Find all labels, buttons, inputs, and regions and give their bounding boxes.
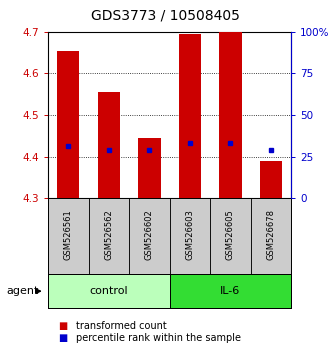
Bar [57, 51, 79, 198]
Text: GSM526603: GSM526603 [185, 209, 194, 260]
Text: GSM526602: GSM526602 [145, 210, 154, 260]
Text: GSM526562: GSM526562 [104, 210, 113, 260]
Bar [219, 32, 242, 198]
Text: IL-6: IL-6 [220, 286, 241, 296]
Bar [169, 274, 291, 308]
Bar [260, 161, 282, 198]
Text: GDS3773 / 10508405: GDS3773 / 10508405 [91, 9, 240, 23]
Bar [48, 198, 88, 274]
Text: ■: ■ [58, 333, 67, 343]
Text: percentile rank within the sample: percentile rank within the sample [76, 333, 241, 343]
Text: GSM526678: GSM526678 [266, 209, 275, 260]
Bar [98, 92, 120, 198]
Bar [88, 198, 129, 274]
Text: transformed count: transformed count [76, 321, 167, 331]
Bar [210, 198, 251, 274]
Text: ■: ■ [58, 321, 67, 331]
Bar [138, 138, 161, 198]
Bar [48, 274, 169, 308]
Text: GSM526561: GSM526561 [64, 210, 73, 260]
Bar [169, 198, 210, 274]
Bar [251, 198, 291, 274]
Bar [129, 198, 169, 274]
Bar [179, 34, 201, 198]
Text: control: control [89, 286, 128, 296]
Text: GSM526605: GSM526605 [226, 210, 235, 260]
Text: agent: agent [7, 286, 39, 296]
